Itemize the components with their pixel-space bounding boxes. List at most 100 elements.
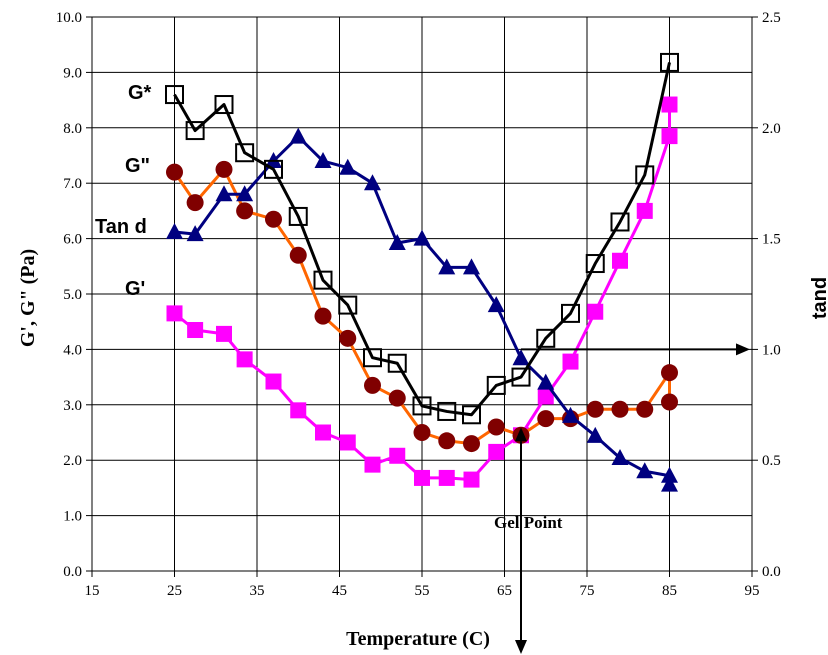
data-point: [612, 252, 628, 269]
data-point: [438, 469, 455, 486]
axis-ticks: 15 25 35 45 55 65 75 85 950.01.02.03.04.05.06.07…: [56, 10, 781, 599]
data-point: [437, 401, 457, 421]
x-axis-title: Temperature (C): [346, 628, 490, 650]
left-tick-label: 0.0: [63, 564, 82, 580]
data-point: [587, 303, 604, 320]
left-tick-label: 9.0: [63, 65, 82, 81]
data-point: [236, 202, 254, 220]
data-point: [487, 418, 505, 436]
data-point: [290, 402, 307, 419]
data-point: [338, 295, 358, 315]
data-point: [235, 143, 255, 163]
data-point: [364, 174, 381, 191]
gel-point-label: Gel Point: [494, 513, 563, 532]
data-point: [236, 351, 253, 368]
data-point: [511, 367, 531, 387]
right-tick-label: 2.5: [762, 10, 781, 26]
x-tick-label: 95: [745, 583, 760, 599]
tand-arrow-head: [736, 343, 750, 356]
data-point: [413, 229, 431, 246]
annotation-layer: [515, 343, 750, 654]
data-point: [364, 376, 381, 394]
data-point: [463, 471, 480, 488]
data-point: [313, 270, 333, 290]
data-point: [289, 246, 307, 264]
data-point: [165, 85, 184, 105]
data-point: [288, 206, 308, 226]
data-point: [660, 52, 679, 72]
series-label-tan-d: Tan d: [95, 216, 147, 238]
data-point: [610, 212, 630, 232]
right-tick-label: 0.5: [762, 453, 781, 469]
data-point: [487, 296, 505, 313]
data-point: [438, 432, 456, 450]
data-point: [661, 393, 678, 411]
right-tick-label: 0.0: [762, 564, 781, 580]
data-point: [187, 322, 204, 339]
data-point: [215, 185, 233, 202]
data-point: [339, 434, 356, 451]
data-point: [363, 348, 382, 368]
data-point: [661, 466, 678, 483]
data-point: [586, 426, 604, 443]
data-point: [611, 400, 629, 418]
x-tick-label: 65: [497, 583, 512, 599]
data-point: [636, 400, 654, 418]
left-axis-title: G', G" (Pa): [17, 249, 39, 347]
right-tick-label: 1.0: [762, 342, 781, 358]
data-point: [438, 258, 456, 275]
x-tick-label: 85: [662, 583, 677, 599]
data-point: [586, 400, 604, 418]
x-tick-label: 55: [415, 583, 430, 599]
data-point: [314, 307, 332, 325]
series-line: [173, 62, 671, 417]
data-point: [389, 447, 406, 464]
gel-point-arrow-head-down: [515, 640, 527, 654]
data-point: [166, 222, 183, 239]
left-tick-label: 8.0: [63, 121, 82, 137]
data-point: [214, 95, 234, 115]
data-point: [562, 406, 579, 423]
left-tick-label: 6.0: [63, 232, 82, 248]
data-point: [661, 96, 678, 113]
data-point: [463, 435, 480, 453]
data-point: [585, 254, 605, 274]
series-tan-d: [166, 127, 678, 492]
data-point: [186, 194, 204, 212]
left-tick-label: 2.0: [63, 453, 82, 469]
data-point: [388, 234, 406, 251]
data-point: [339, 158, 357, 175]
series-line: [174, 135, 671, 485]
x-tick-label: 45: [332, 583, 347, 599]
data-point: [364, 456, 381, 473]
left-tick-label: 5.0: [63, 287, 82, 303]
data-point: [562, 353, 579, 370]
data-point: [561, 303, 580, 323]
data-point: [611, 448, 629, 465]
data-point: [166, 163, 183, 181]
data-point: [186, 225, 204, 242]
data-point: [488, 443, 505, 460]
data-point: [661, 364, 678, 382]
data-point: [264, 159, 283, 179]
data-point: [339, 329, 357, 347]
right-tick-label: 2.0: [762, 121, 781, 137]
x-tick-label: 25: [167, 583, 182, 599]
data-point: [413, 424, 431, 441]
data-point: [215, 160, 233, 178]
x-tick-label: 35: [250, 583, 265, 599]
left-tick-label: 7.0: [63, 176, 82, 192]
series-layer: [165, 52, 679, 492]
data-point: [414, 469, 430, 486]
gel-point-arrow-head-up: [515, 427, 527, 442]
series-g-prime: [166, 96, 678, 488]
series-g-star: [165, 52, 679, 425]
data-point: [536, 328, 556, 348]
right-axis-title: tand: [809, 277, 828, 319]
series-line: [173, 104, 671, 482]
right-tick-label: 1.5: [762, 232, 781, 248]
data-point: [636, 462, 654, 479]
data-point: [265, 373, 282, 390]
data-point: [635, 165, 655, 185]
